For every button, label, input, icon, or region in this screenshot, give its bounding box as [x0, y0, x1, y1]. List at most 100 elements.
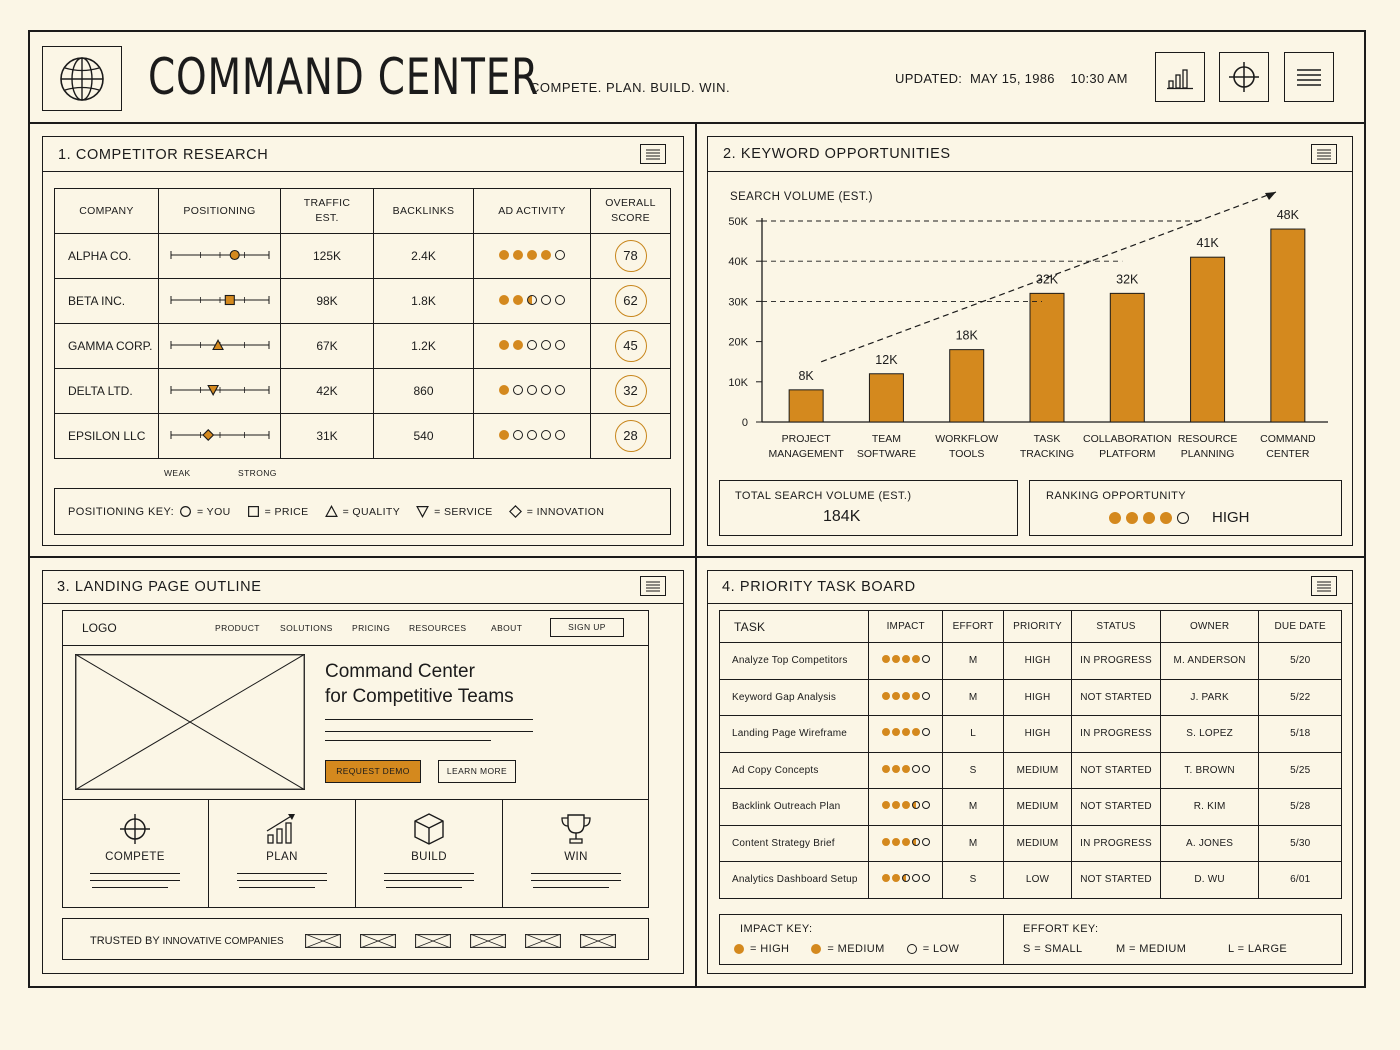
- request-demo-button[interactable]: REQUEST DEMO: [325, 760, 421, 783]
- positioning-scale: [158, 368, 281, 414]
- effort-value: M: [942, 642, 1004, 680]
- panel-menu-button[interactable]: [640, 576, 666, 596]
- task-name: Content Strategy Brief: [719, 824, 869, 862]
- impact-dots: [881, 655, 930, 664]
- target-button[interactable]: [1219, 52, 1269, 102]
- panel-title-divider: [707, 171, 1353, 173]
- filled-dot: [881, 874, 890, 883]
- hero-text-line: [325, 731, 533, 732]
- feature-label: COMPETE: [105, 851, 165, 863]
- company-name: BETA INC.: [54, 278, 159, 324]
- ranking-dots: [1109, 512, 1189, 524]
- x-tick-label: PROJECT: [782, 433, 832, 445]
- due-date-value: 5/25: [1258, 751, 1342, 789]
- wireframe-nav-resources[interactable]: RESOURCES: [409, 623, 467, 633]
- competitor-row[interactable]: BETA INC. 98K 1.8K 62: [54, 278, 671, 324]
- task-row[interactable]: Analytics Dashboard Setup S LOW NOT STARTED…: [719, 861, 1342, 899]
- wireframe-nav-product[interactable]: PRODUCT: [215, 623, 260, 633]
- column-divider: [695, 122, 697, 988]
- y-tick-label: 0: [742, 417, 748, 429]
- backlinks-count: 1.8K: [373, 278, 474, 324]
- app-title: COMMAND CENTER: [148, 48, 540, 106]
- task-row[interactable]: Backlink Outreach Plan M MEDIUM NOT STARTED…: [719, 788, 1342, 826]
- signup-button[interactable]: SIGN UP: [550, 618, 624, 637]
- wireframe-nav-pricing[interactable]: PRICING: [352, 623, 391, 633]
- status-value: IN PROGRESS: [1071, 824, 1161, 862]
- wireframe-nav-solutions[interactable]: SOLUTIONS: [280, 623, 333, 633]
- feature-text-line: [237, 873, 327, 874]
- updated-date: MAY 15, 1986: [970, 71, 1055, 86]
- competitor-row[interactable]: DELTA LTD. 42K 860 32: [54, 368, 671, 414]
- ad-activity-cell: [473, 368, 591, 414]
- task-row[interactable]: Keyword Gap Analysis M HIGH NOT STARTED J. P…: [719, 678, 1342, 716]
- key-item-label: = QUALITY: [342, 505, 401, 518]
- filled-dot: [891, 874, 900, 883]
- competitor-row[interactable]: ALPHA CO. 125K 2.4K 78: [54, 233, 671, 279]
- filled-dot: [499, 340, 509, 350]
- col-header-status: STATUS: [1071, 610, 1161, 643]
- feature-text-line: [90, 873, 180, 874]
- status-value: NOT STARTED: [1071, 678, 1161, 716]
- impact-dots: [881, 764, 930, 773]
- due-date-value: 5/28: [1258, 788, 1342, 826]
- filled-dot: [513, 250, 523, 260]
- wireframe-logo[interactable]: LOGO: [82, 621, 117, 635]
- filled-dot: [901, 801, 910, 810]
- learn-more-button[interactable]: LEARN MORE: [438, 760, 516, 783]
- panel-title: 2. KEYWORD OPPORTUNITIES: [723, 146, 951, 162]
- empty-dot: [921, 728, 930, 737]
- task-row[interactable]: Analyze Top Competitors M HIGH IN PROGRESS M…: [719, 642, 1342, 680]
- task-row[interactable]: Landing Page Wireframe L HIGH IN PROGRESS S.…: [719, 715, 1342, 753]
- filled-dot: [499, 250, 509, 260]
- col-header-backlinks: BACKLINKS: [373, 188, 474, 234]
- empty-dot: [555, 430, 565, 440]
- ad-activity-dots: [499, 340, 565, 350]
- feature-card-plan[interactable]: PLAN: [208, 799, 355, 907]
- impact-key-item: = LOW: [906, 943, 960, 955]
- competitor-row[interactable]: EPSILON LLC 31K 540 28: [54, 413, 671, 459]
- key-item-label: = INNOVATION: [526, 505, 605, 518]
- bar-value-label: 8K: [798, 369, 814, 383]
- backlinks-count: 1.2K: [373, 323, 474, 369]
- empty-dot: [555, 250, 565, 260]
- task-row[interactable]: Ad Copy Concepts S MEDIUM NOT STARTED T. BRO…: [719, 751, 1342, 789]
- panel-menu-button[interactable]: [640, 144, 666, 164]
- keys-divider: [1003, 915, 1005, 964]
- positioning-scale-graphic: [170, 294, 269, 305]
- keyword-opportunities-panel: [707, 136, 1353, 546]
- trend-arrowhead: [1265, 192, 1276, 200]
- positioning-scale: [158, 323, 281, 369]
- overall-score-badge: 45: [614, 330, 647, 362]
- competitor-row[interactable]: GAMMA CORP. 67K 1.2K 45: [54, 323, 671, 369]
- circle-marker-icon: [229, 249, 240, 260]
- ad-activity-cell: [473, 413, 591, 459]
- square-marker-icon: [247, 506, 259, 517]
- feature-card-compete[interactable]: COMPETE: [62, 799, 208, 907]
- effort-key-medium: M = MEDIUM: [1116, 943, 1187, 955]
- overall-score-badge: 32: [614, 375, 647, 407]
- wireframe-frame: [62, 610, 649, 908]
- ad-activity-cell: [473, 323, 591, 369]
- effort-value: S: [942, 861, 1004, 899]
- main-menu-button[interactable]: [1284, 52, 1334, 102]
- empty-dot: [555, 295, 565, 305]
- feature-card-build[interactable]: BUILD: [355, 799, 502, 907]
- feature-card-win[interactable]: WIN: [502, 799, 649, 907]
- logo-box[interactable]: [42, 46, 122, 111]
- company-logo-placeholder: [304, 933, 342, 953]
- filled-dot: [901, 837, 910, 846]
- panel-menu-button[interactable]: [1311, 144, 1337, 164]
- updated-stamp: UPDATED: MAY 15, 1986 10:30 AM: [895, 71, 1128, 86]
- analytics-button[interactable]: [1155, 52, 1205, 102]
- trusted-by-text: TRUSTED BY: [90, 935, 160, 947]
- x-tick-label: CENTER: [1266, 448, 1310, 460]
- filled-dot: [1160, 512, 1172, 524]
- owner-value: S. LOPEZ: [1159, 715, 1260, 753]
- task-row[interactable]: Content Strategy Brief M MEDIUM IN PROGRESS…: [719, 824, 1342, 862]
- filled-dot: [891, 655, 900, 664]
- ad-activity-dots: [499, 385, 565, 395]
- wireframe-nav-about[interactable]: ABOUT: [491, 623, 523, 633]
- crosshair-icon: [1229, 62, 1259, 92]
- bar: [1029, 292, 1065, 423]
- panel-menu-button[interactable]: [1311, 576, 1337, 596]
